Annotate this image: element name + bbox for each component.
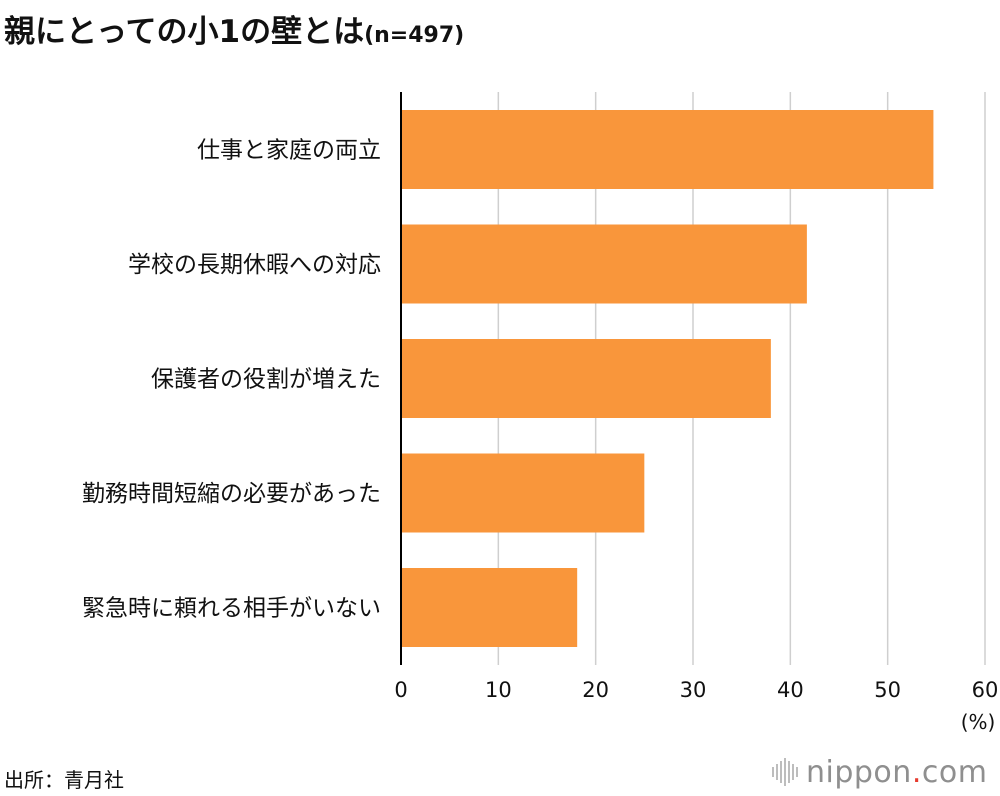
bar — [401, 568, 578, 647]
x-unit-label: (%) — [961, 710, 996, 734]
bar-chart: 仕事と家庭の両立学校の長期休暇への対応保護者の役割が増えた勤務時間短縮の必要があ… — [82, 92, 998, 734]
x-tick-label: 10 — [485, 678, 512, 702]
x-tick-labels: 0 10 20 30 40 50 60 — [394, 678, 998, 702]
category-label: 仕事と家庭の両立 — [197, 138, 381, 164]
title-main: 親にとっての小1の壁とは — [4, 14, 365, 50]
x-tick-label: 0 — [394, 678, 407, 702]
title-sample-size: (n=497) — [364, 23, 465, 48]
x-tick-label: 40 — [777, 678, 804, 702]
bar — [401, 110, 934, 189]
category-label: 緊急時に頼れる相手がいない — [82, 596, 381, 622]
x-tick-label: 30 — [680, 678, 707, 702]
bar — [401, 453, 645, 533]
category-label: 勤務時間短縮の必要があった — [82, 481, 381, 507]
bars — [401, 110, 934, 647]
logo-wave-icon — [772, 758, 798, 786]
source-note: 出所：青月社 — [4, 768, 124, 792]
bar — [401, 339, 771, 418]
logo-wordmark: nippon.com — [806, 754, 988, 790]
x-tick-label: 50 — [874, 678, 901, 702]
category-labels: 仕事と家庭の両立学校の長期休暇への対応保護者の役割が増えた勤務時間短縮の必要があ… — [82, 138, 381, 622]
category-label: 保護者の役割が増えた — [151, 367, 381, 393]
nippon-logo: nippon.com — [772, 752, 987, 792]
x-tick-label: 20 — [582, 678, 609, 702]
x-tick-label: 60 — [972, 678, 999, 702]
bar — [401, 224, 807, 304]
category-label: 学校の長期休暇への対応 — [128, 252, 381, 278]
chart-title: 親にとっての小1の壁とは(n=497) — [4, 6, 464, 51]
